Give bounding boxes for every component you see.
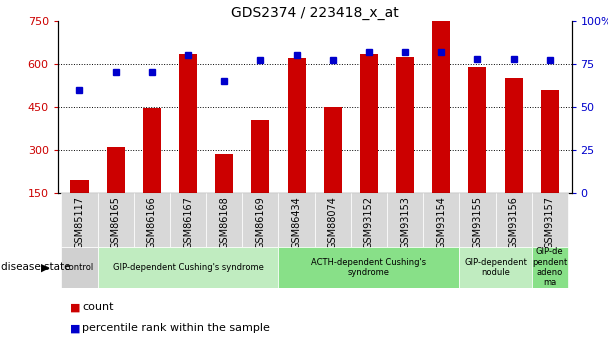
Text: GSM86169: GSM86169 bbox=[255, 196, 265, 249]
Bar bbox=[505, 78, 523, 236]
Bar bbox=[278, 193, 315, 247]
Bar bbox=[460, 193, 496, 247]
Text: GSM93153: GSM93153 bbox=[400, 196, 410, 249]
Text: ■: ■ bbox=[70, 323, 80, 333]
Text: GSM93157: GSM93157 bbox=[545, 196, 555, 249]
Bar bbox=[170, 193, 206, 247]
Text: control: control bbox=[65, 263, 94, 272]
Bar bbox=[323, 107, 342, 236]
Text: GSM93155: GSM93155 bbox=[472, 196, 483, 249]
Bar bbox=[496, 193, 532, 247]
Text: count: count bbox=[82, 303, 114, 313]
Text: GSM93156: GSM93156 bbox=[509, 196, 519, 249]
Text: GIP-dependent
nodule: GIP-dependent nodule bbox=[464, 258, 527, 277]
Bar bbox=[396, 57, 414, 236]
Text: GSM93154: GSM93154 bbox=[437, 196, 446, 249]
Bar bbox=[71, 180, 89, 236]
Bar bbox=[143, 108, 161, 236]
Text: GSM93152: GSM93152 bbox=[364, 196, 374, 249]
Bar bbox=[351, 193, 387, 247]
Bar bbox=[215, 155, 233, 236]
Text: GIP-de
pendent
adeno
ma: GIP-de pendent adeno ma bbox=[532, 247, 567, 287]
Text: percentile rank within the sample: percentile rank within the sample bbox=[82, 323, 270, 333]
Bar bbox=[532, 247, 568, 288]
Bar bbox=[541, 90, 559, 236]
Bar bbox=[278, 247, 460, 288]
Text: GIP-dependent Cushing's syndrome: GIP-dependent Cushing's syndrome bbox=[112, 263, 263, 272]
Bar bbox=[206, 193, 242, 247]
Text: ACTH-dependent Cushing's
syndrome: ACTH-dependent Cushing's syndrome bbox=[311, 258, 426, 277]
Text: GSM86167: GSM86167 bbox=[183, 196, 193, 249]
Bar bbox=[97, 247, 278, 288]
Bar bbox=[97, 193, 134, 247]
Text: GSM86434: GSM86434 bbox=[292, 196, 302, 249]
Bar bbox=[179, 54, 197, 236]
Text: GSM86165: GSM86165 bbox=[111, 196, 120, 249]
Bar bbox=[106, 147, 125, 236]
Text: ■: ■ bbox=[70, 303, 80, 313]
Bar bbox=[468, 67, 486, 236]
Bar bbox=[387, 193, 423, 247]
Title: GDS2374 / 223418_x_at: GDS2374 / 223418_x_at bbox=[231, 6, 398, 20]
Bar bbox=[251, 120, 269, 236]
Bar bbox=[360, 54, 378, 236]
Text: GSM85117: GSM85117 bbox=[74, 196, 85, 249]
Text: GSM86166: GSM86166 bbox=[147, 196, 157, 249]
Bar bbox=[460, 247, 532, 288]
Bar bbox=[61, 193, 97, 247]
Text: ▶: ▶ bbox=[41, 263, 50, 272]
Text: GSM88074: GSM88074 bbox=[328, 196, 337, 249]
Bar bbox=[532, 193, 568, 247]
Bar bbox=[315, 193, 351, 247]
Bar bbox=[432, 21, 451, 236]
Bar bbox=[423, 193, 460, 247]
Bar bbox=[134, 193, 170, 247]
Bar bbox=[242, 193, 278, 247]
Text: GSM86168: GSM86168 bbox=[219, 196, 229, 249]
Text: disease state: disease state bbox=[1, 263, 70, 272]
Bar bbox=[288, 58, 306, 236]
Bar bbox=[61, 247, 97, 288]
